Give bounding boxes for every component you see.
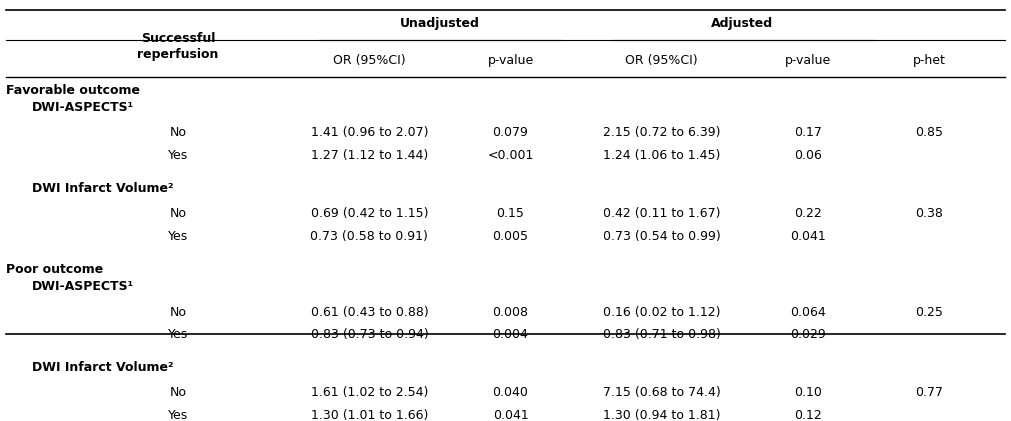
Text: 0.15: 0.15 bbox=[496, 207, 525, 220]
Text: 1.24 (1.06 to 1.45): 1.24 (1.06 to 1.45) bbox=[604, 149, 721, 162]
Text: 0.77: 0.77 bbox=[915, 386, 943, 400]
Text: 0.008: 0.008 bbox=[492, 306, 529, 319]
Text: 0.73 (0.58 to 0.91): 0.73 (0.58 to 0.91) bbox=[310, 230, 429, 243]
Text: 0.69 (0.42 to 1.15): 0.69 (0.42 to 1.15) bbox=[310, 207, 428, 220]
Text: No: No bbox=[169, 386, 186, 400]
Text: 0.041: 0.041 bbox=[790, 230, 826, 243]
Text: 1.61 (1.02 to 2.54): 1.61 (1.02 to 2.54) bbox=[310, 386, 428, 400]
Text: Yes: Yes bbox=[168, 230, 188, 243]
Text: Favorable outcome: Favorable outcome bbox=[6, 84, 141, 97]
Text: No: No bbox=[169, 126, 186, 139]
Text: Adjusted: Adjusted bbox=[712, 17, 773, 30]
Text: 1.41 (0.96 to 2.07): 1.41 (0.96 to 2.07) bbox=[310, 126, 428, 139]
Text: DWI Infarct Volume²: DWI Infarct Volume² bbox=[31, 182, 173, 195]
Text: 0.12: 0.12 bbox=[794, 409, 822, 421]
Text: 0.029: 0.029 bbox=[790, 328, 826, 341]
Text: Successful
reperfusion: Successful reperfusion bbox=[137, 32, 218, 61]
Text: p-het: p-het bbox=[913, 53, 945, 67]
Text: 0.61 (0.43 to 0.88): 0.61 (0.43 to 0.88) bbox=[310, 306, 429, 319]
Text: 0.005: 0.005 bbox=[492, 230, 529, 243]
Text: 0.83 (0.73 to 0.94): 0.83 (0.73 to 0.94) bbox=[310, 328, 429, 341]
Text: 0.004: 0.004 bbox=[492, 328, 529, 341]
Text: 1.27 (1.12 to 1.44): 1.27 (1.12 to 1.44) bbox=[310, 149, 428, 162]
Text: p-value: p-value bbox=[487, 53, 534, 67]
Text: 0.83 (0.71 to 0.98): 0.83 (0.71 to 0.98) bbox=[603, 328, 721, 341]
Text: 0.064: 0.064 bbox=[790, 306, 826, 319]
Text: 0.041: 0.041 bbox=[492, 409, 529, 421]
Text: No: No bbox=[169, 207, 186, 220]
Text: Unadjusted: Unadjusted bbox=[400, 17, 480, 30]
Text: 0.85: 0.85 bbox=[915, 126, 943, 139]
Text: DWI-ASPECTS¹: DWI-ASPECTS¹ bbox=[31, 280, 133, 293]
Text: No: No bbox=[169, 306, 186, 319]
Text: 7.15 (0.68 to 74.4): 7.15 (0.68 to 74.4) bbox=[603, 386, 721, 400]
Text: Yes: Yes bbox=[168, 328, 188, 341]
Text: 0.25: 0.25 bbox=[915, 306, 943, 319]
Text: 0.10: 0.10 bbox=[794, 386, 822, 400]
Text: DWI Infarct Volume²: DWI Infarct Volume² bbox=[31, 361, 173, 374]
Text: Yes: Yes bbox=[168, 149, 188, 162]
Text: 1.30 (0.94 to 1.81): 1.30 (0.94 to 1.81) bbox=[603, 409, 721, 421]
Text: 0.22: 0.22 bbox=[794, 207, 822, 220]
Text: 0.38: 0.38 bbox=[915, 207, 943, 220]
Text: 1.30 (1.01 to 1.66): 1.30 (1.01 to 1.66) bbox=[310, 409, 428, 421]
Text: 0.42 (0.11 to 1.67): 0.42 (0.11 to 1.67) bbox=[603, 207, 721, 220]
Text: 0.040: 0.040 bbox=[492, 386, 529, 400]
Text: Poor outcome: Poor outcome bbox=[6, 263, 104, 276]
Text: 0.079: 0.079 bbox=[492, 126, 529, 139]
Text: OR (95%CI): OR (95%CI) bbox=[333, 53, 405, 67]
Text: p-value: p-value bbox=[785, 53, 831, 67]
Text: DWI-ASPECTS¹: DWI-ASPECTS¹ bbox=[31, 101, 133, 114]
Text: 2.15 (0.72 to 6.39): 2.15 (0.72 to 6.39) bbox=[603, 126, 721, 139]
Text: OR (95%CI): OR (95%CI) bbox=[626, 53, 698, 67]
Text: 0.06: 0.06 bbox=[794, 149, 822, 162]
Text: 0.16 (0.02 to 1.12): 0.16 (0.02 to 1.12) bbox=[603, 306, 721, 319]
Text: Yes: Yes bbox=[168, 409, 188, 421]
Text: <0.001: <0.001 bbox=[487, 149, 534, 162]
Text: 0.17: 0.17 bbox=[794, 126, 822, 139]
Text: 0.73 (0.54 to 0.99): 0.73 (0.54 to 0.99) bbox=[603, 230, 721, 243]
